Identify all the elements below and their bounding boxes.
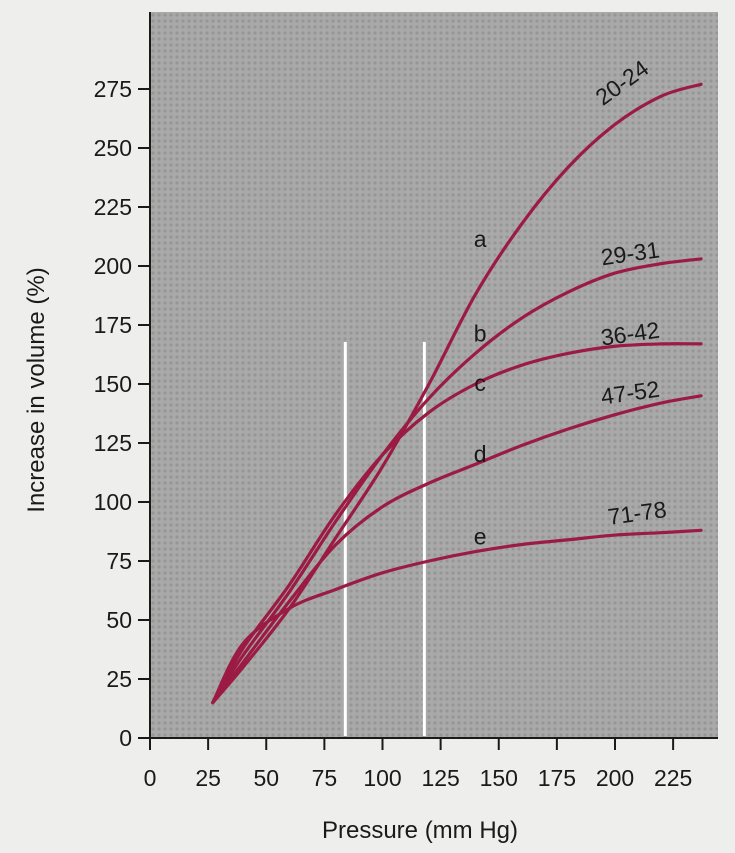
y-tick-label-100: 100 xyxy=(94,489,132,515)
y-tick-label-75: 75 xyxy=(106,548,132,574)
x-tick-label-0: 0 xyxy=(144,765,157,791)
y-tick-label-150: 150 xyxy=(94,371,132,397)
y-tick-label-200: 200 xyxy=(94,253,132,279)
y-tick-label-225: 225 xyxy=(94,194,132,220)
series-letter-b: b xyxy=(474,321,487,347)
x-tick-label-125: 125 xyxy=(421,765,459,791)
series-line-e xyxy=(211,528,703,705)
series-line-d xyxy=(211,394,703,705)
series-letter-c: c xyxy=(474,370,486,396)
y-tick-label-0: 0 xyxy=(119,725,132,751)
series-line-b xyxy=(211,257,703,705)
y-tick-label-175: 175 xyxy=(94,312,132,338)
y-tick-label-25: 25 xyxy=(106,666,132,692)
series-letter-d: d xyxy=(474,441,487,467)
y-tick-label-50: 50 xyxy=(106,607,132,633)
y-tick-label-125: 125 xyxy=(94,430,132,456)
series-letter-e: e xyxy=(474,523,487,549)
y-tick-label-275: 275 xyxy=(94,76,132,102)
y-tick-label-250: 250 xyxy=(94,135,132,161)
x-tick-label-225: 225 xyxy=(654,765,692,791)
x-tick-label-200: 200 xyxy=(596,765,634,791)
series-letter-a: a xyxy=(474,226,487,252)
x-tick-label-175: 175 xyxy=(538,765,576,791)
x-tick-label-150: 150 xyxy=(480,765,518,791)
x-tick-label-50: 50 xyxy=(253,765,279,791)
x-tick-label-100: 100 xyxy=(363,765,401,791)
x-axis-title: Pressure (mm Hg) xyxy=(322,817,518,844)
y-axis-title: Increase in volume (%) xyxy=(23,267,50,512)
series-line-c xyxy=(211,342,703,705)
x-tick-label-25: 25 xyxy=(195,765,221,791)
x-tick-label-75: 75 xyxy=(312,765,338,791)
